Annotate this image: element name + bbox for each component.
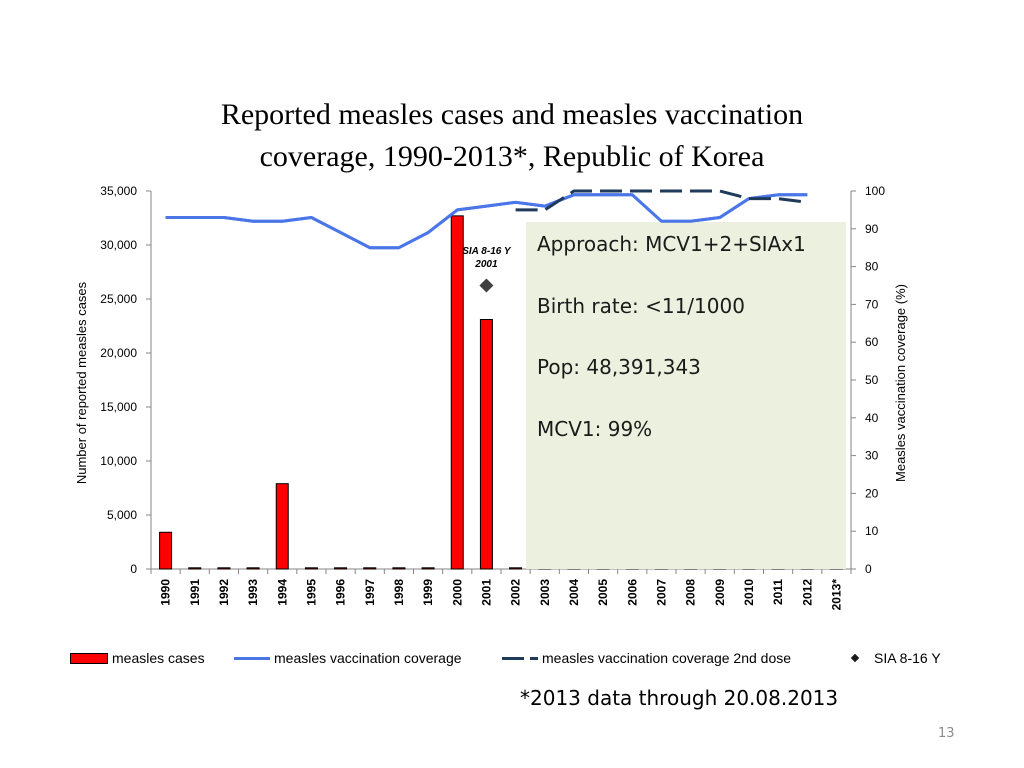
legend-swatch-bar (70, 652, 108, 664)
x-tick-label: 2001 (479, 579, 493, 606)
x-tick-label: 2009 (713, 579, 727, 606)
y2-tick-label: 0 (865, 562, 872, 576)
legend-item-coverage-2nd: measles vaccination coverage 2nd dose (502, 650, 791, 666)
y-tick-label: 5,000 (107, 508, 137, 522)
bar (509, 567, 523, 570)
x-tick-label: 2011 (771, 579, 785, 605)
chart-title: Reported measles cases and measles vacci… (0, 94, 1024, 178)
x-tick-label: 2003 (538, 579, 552, 606)
y2-tick-label: 20 (865, 486, 879, 500)
y2-tick-label: 90 (865, 222, 879, 236)
legend-item-cases: measles cases (70, 650, 205, 666)
y2-tick-label: 30 (865, 449, 879, 463)
x-tick-label: 2012 (800, 579, 814, 606)
x-tick-label: 1990 (159, 579, 173, 606)
x-tick-label: 1995 (304, 579, 318, 606)
x-tick-label: 2010 (742, 579, 756, 606)
info-mcv1: MCV1: 99% (537, 417, 653, 441)
y-tick-label: 25,000 (100, 292, 137, 306)
bar (217, 567, 231, 570)
info-population: Pop: 48,391,343 (537, 355, 701, 379)
bar (188, 567, 202, 570)
bar (479, 319, 493, 570)
x-tick-label: 2002 (509, 579, 523, 606)
legend: measles cases measles vaccination covera… (70, 650, 970, 670)
page-number: 13 (938, 726, 955, 741)
chart-title-line-1: Reported measles cases and measles vacci… (220, 98, 804, 131)
x-tick-label: 2008 (684, 579, 698, 606)
x-tick-label: 1996 (334, 579, 348, 606)
legend-swatch-diamond (850, 653, 860, 663)
legend-swatch-line (234, 656, 270, 660)
y2-tick-label: 10 (865, 524, 879, 538)
y-tick-label: 0 (130, 562, 137, 576)
bar (392, 567, 406, 570)
legend-swatch-dashed-line (502, 656, 538, 660)
y2-tick-label: 70 (865, 297, 879, 311)
legend-label-sia: SIA 8-16 Y (874, 650, 941, 666)
y-tick-label: 30,000 (100, 238, 137, 252)
info-box: Approach: MCV1+2+SIAx1 Birth rate: <11/1… (526, 222, 846, 569)
x-tick-label: 1992 (217, 579, 231, 606)
bar (363, 567, 377, 570)
x-tick-label: 2004 (567, 579, 581, 606)
legend-label-cases: measles cases (112, 650, 205, 666)
bar (334, 567, 348, 570)
axes (146, 190, 856, 574)
x-tick-label: 2000 (450, 579, 464, 606)
legend-label-coverage-2nd: measles vaccination coverage 2nd dose (542, 650, 792, 666)
x-tick-label: 1991 (188, 579, 202, 606)
x-tick-label: 1999 (421, 579, 435, 606)
x-tick-label: 2006 (625, 579, 639, 606)
x-tick-label: 1993 (246, 579, 260, 606)
y2-tick-label: 40 (865, 411, 879, 425)
y-tick-label: 35,000 (100, 184, 137, 198)
chart-title-line-2: coverage, 1990-2013*, Republic of Korea (259, 140, 765, 173)
tick-labels: 0 5,000 10,000 15,000 20,000 25,000 30,000 35,0… (100, 184, 885, 610)
y-axis-label: Number of reported measles cases (74, 281, 89, 484)
x-tick-label: 1998 (392, 579, 406, 606)
bar (246, 567, 260, 570)
y-tick-label: 20,000 (100, 346, 137, 360)
x-tick-label: 1994 (275, 579, 289, 606)
bar (275, 483, 289, 570)
y2-tick-label: 80 (865, 260, 879, 274)
chart-area: 0 5,000 10,000 15,000 20,000 25,000 30,000 35,0… (74, 184, 908, 610)
info-approach: Approach: MCV1+2+SIAx1 (537, 232, 806, 256)
legend-item-sia: SIA 8-16 Y (842, 650, 941, 666)
footnote: *2013 data through 20.08.2013 (520, 686, 839, 710)
x-tick-label: 1997 (363, 579, 377, 606)
bar (450, 215, 464, 570)
legend-label-coverage: measles vaccination coverage (274, 650, 462, 666)
y2-tick-label: 100 (865, 184, 885, 198)
x-tick-label: 2013* (829, 579, 843, 611)
bar (304, 567, 318, 570)
bar (421, 567, 435, 570)
info-birth-rate: Birth rate: <11/1000 (537, 294, 745, 318)
x-tick-label: 2005 (596, 579, 610, 606)
y-tick-label: 15,000 (100, 400, 137, 414)
bar (159, 531, 173, 570)
y2-tick-label: 60 (865, 335, 879, 349)
x-tick-label: 2007 (654, 579, 668, 606)
y2-axis-label: Measles vaccination coverage (%) (893, 284, 908, 482)
y2-tick-label: 50 (865, 373, 879, 387)
legend-item-coverage: measles vaccination coverage (234, 650, 462, 666)
y-tick-label: 10,000 (100, 454, 137, 468)
